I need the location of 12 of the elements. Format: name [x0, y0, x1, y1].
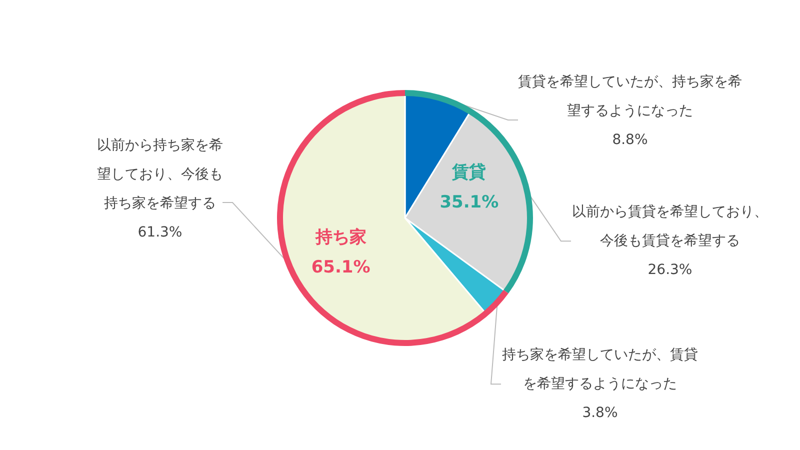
- data-label: 35.1%: [440, 192, 499, 212]
- slice-label: 以前から賃貸を希望しており、今後も賃貸を希望する: [572, 204, 768, 249]
- data-label: 65.1%: [311, 258, 370, 278]
- data-label: 3.8%: [582, 405, 618, 421]
- slice-label: 賃貸を希望していたが、持ち家を希望するようになった: [518, 74, 742, 119]
- data-label: 26.3%: [648, 262, 692, 278]
- slice-label: 持ち家を希望していたが、賃貸を希望するようになった: [502, 347, 698, 392]
- slice-label: 持ち家: [314, 228, 366, 248]
- data-label: 8.8%: [612, 132, 648, 148]
- slice-label: 賃貸: [451, 162, 486, 182]
- slice-label: 以前から持ち家を希望しており、今後も持ち家を希望する: [97, 138, 223, 212]
- data-label: 61.3%: [138, 224, 182, 240]
